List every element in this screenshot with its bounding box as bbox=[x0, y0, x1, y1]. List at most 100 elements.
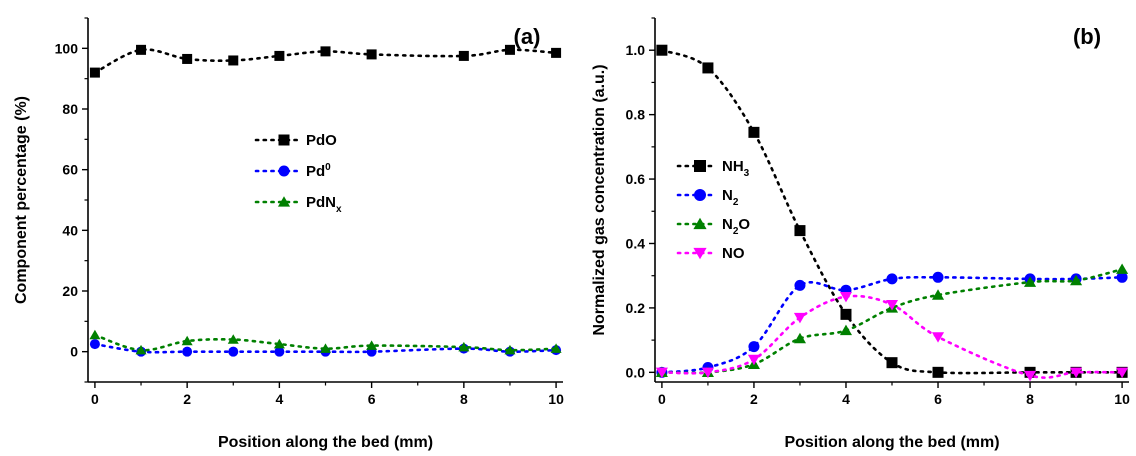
legend-marker bbox=[694, 189, 706, 201]
data-point bbox=[136, 44, 147, 55]
y-tick-label: 0.2 bbox=[626, 300, 646, 316]
x-tick-label: 6 bbox=[368, 391, 376, 407]
y-tick-label: 0.4 bbox=[626, 235, 646, 251]
x-tick-label: 4 bbox=[275, 391, 283, 407]
series-curve bbox=[93, 48, 558, 74]
data-point bbox=[1024, 370, 1037, 382]
legend-label: NH3 bbox=[722, 158, 750, 179]
data-point bbox=[886, 357, 898, 369]
data-point bbox=[274, 346, 285, 357]
panel-label: (a) bbox=[514, 24, 541, 49]
data-point bbox=[1116, 367, 1129, 379]
y-tick-label: 60 bbox=[62, 162, 78, 178]
y-tick-label: 0.8 bbox=[626, 107, 646, 123]
series-curve bbox=[660, 275, 1124, 374]
data-point bbox=[702, 62, 714, 74]
legend-marker bbox=[278, 134, 290, 146]
data-point bbox=[504, 44, 515, 55]
data-point bbox=[1116, 271, 1128, 283]
data-point bbox=[135, 344, 147, 355]
series-curve bbox=[660, 267, 1124, 375]
data-point bbox=[274, 50, 285, 61]
data-point bbox=[748, 341, 760, 353]
data-point bbox=[228, 346, 239, 357]
y-tick-label: 0 bbox=[70, 344, 78, 360]
x-tick-label: 2 bbox=[183, 391, 191, 407]
legend-marker bbox=[278, 165, 290, 177]
y-tick-label: 0.6 bbox=[626, 171, 646, 187]
data-point bbox=[366, 49, 377, 60]
data-point bbox=[793, 312, 807, 324]
legend-marker bbox=[693, 217, 707, 230]
data-point bbox=[320, 343, 331, 353]
legend-label: N2O bbox=[722, 216, 750, 237]
data-point bbox=[839, 291, 853, 303]
data-point bbox=[932, 271, 944, 283]
data-point bbox=[931, 332, 945, 343]
data-point bbox=[227, 334, 239, 344]
panel-label: (b) bbox=[1073, 24, 1101, 49]
x-axis-title: Position along the bed (mm) bbox=[784, 434, 999, 451]
data-point bbox=[747, 354, 760, 366]
data-point bbox=[551, 47, 562, 58]
data-point bbox=[840, 308, 852, 320]
data-point bbox=[932, 366, 944, 378]
x-tick-label: 6 bbox=[934, 391, 942, 407]
data-point bbox=[1024, 276, 1037, 287]
data-point bbox=[655, 367, 668, 379]
data-point bbox=[504, 344, 516, 355]
data-point bbox=[794, 279, 806, 291]
series-curve bbox=[660, 294, 1124, 379]
y-tick-label: 80 bbox=[62, 101, 78, 117]
series-curve bbox=[93, 333, 558, 352]
data-point bbox=[458, 341, 470, 352]
x-tick-label: 8 bbox=[1026, 391, 1034, 407]
data-point bbox=[181, 335, 193, 346]
x-tick-label: 2 bbox=[750, 391, 758, 407]
data-point bbox=[748, 126, 760, 138]
data-point bbox=[885, 300, 899, 311]
legend: NH3 N2 N2O NO bbox=[676, 158, 750, 262]
y-axis-title: Normalized gas concentration (a.u.) bbox=[591, 64, 608, 335]
data-point bbox=[550, 343, 562, 353]
y-axis-title: Component percentage (%) bbox=[13, 96, 30, 304]
legend-marker bbox=[693, 247, 707, 260]
data-point bbox=[701, 367, 714, 379]
series-curve bbox=[93, 342, 558, 354]
x-tick-label: 0 bbox=[658, 391, 666, 407]
legend-label: N2 bbox=[722, 187, 739, 208]
data-point bbox=[458, 50, 469, 61]
data-point bbox=[656, 44, 668, 56]
data-point bbox=[89, 67, 100, 78]
legend-label: Pd0 bbox=[306, 162, 331, 180]
data-point bbox=[886, 273, 898, 285]
legend-label: NO bbox=[722, 245, 745, 262]
data-point bbox=[320, 46, 331, 57]
legend-label: PdO bbox=[306, 132, 337, 149]
y-tick-label: 1.0 bbox=[626, 42, 646, 58]
data-point bbox=[1116, 263, 1129, 274]
y-tick-label: 20 bbox=[62, 283, 78, 299]
data-point bbox=[228, 55, 239, 66]
legend: PdO Pd0 PdNx bbox=[254, 132, 342, 215]
legend-label: PdNx bbox=[306, 194, 342, 215]
data-point bbox=[182, 346, 193, 357]
data-point bbox=[839, 324, 853, 336]
x-tick-label: 10 bbox=[1114, 391, 1130, 407]
data-point bbox=[89, 329, 101, 340]
data-point bbox=[366, 340, 378, 350]
legend-marker bbox=[277, 196, 291, 207]
data-point bbox=[1070, 367, 1083, 379]
data-point bbox=[182, 53, 193, 64]
x-tick-label: 0 bbox=[91, 391, 99, 407]
x-axis-title: Position along the bed (mm) bbox=[218, 434, 433, 451]
x-tick-label: 4 bbox=[842, 391, 850, 407]
data-point bbox=[793, 332, 807, 344]
chart-panel-b: 0 2 4 6 8 10 0.0 0.2 0.4 0.6 0.8 1.0 Position along … bbox=[591, 17, 1130, 451]
y-tick-label: 0.0 bbox=[626, 364, 646, 380]
x-tick-label: 10 bbox=[548, 391, 564, 407]
series-curve bbox=[660, 48, 1124, 375]
x-tick-label: 8 bbox=[460, 391, 468, 407]
